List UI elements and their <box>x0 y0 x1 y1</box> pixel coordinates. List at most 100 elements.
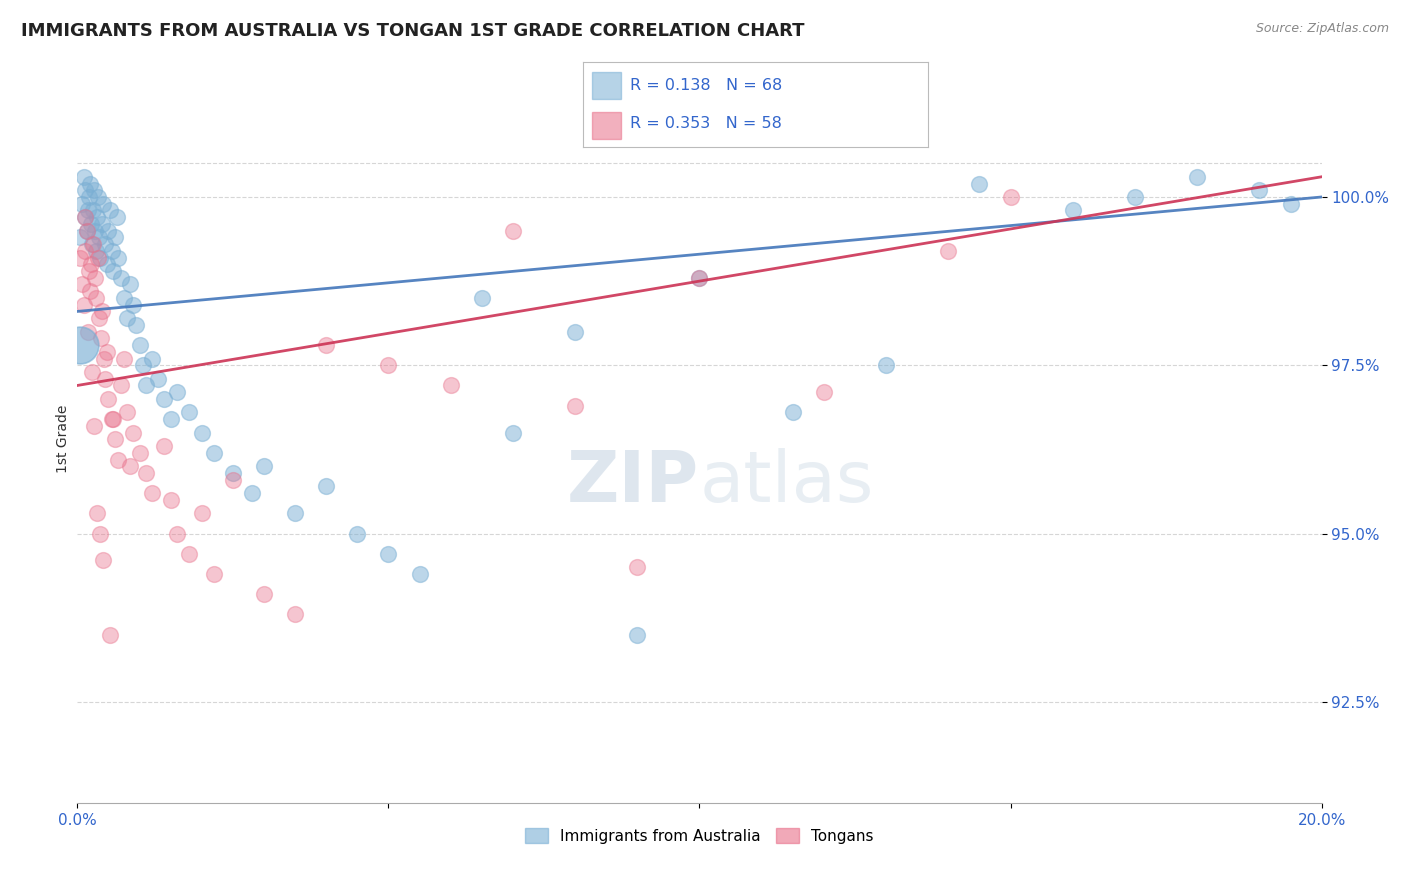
Point <box>969 177 991 191</box>
Point <box>1279 196 1302 211</box>
Point <box>86 507 108 521</box>
Point <box>104 432 127 446</box>
Point <box>93 351 115 366</box>
Point <box>936 244 959 258</box>
Point <box>76 224 98 238</box>
Point <box>97 392 120 406</box>
Point <box>626 627 648 641</box>
Point <box>107 452 129 467</box>
Point <box>87 230 110 244</box>
Point <box>875 358 897 372</box>
Point <box>69 338 91 352</box>
Point <box>103 264 125 278</box>
Point <box>96 344 118 359</box>
Point <box>112 351 135 366</box>
Point <box>79 284 101 298</box>
Point <box>564 325 586 339</box>
Point <box>179 405 201 419</box>
Point <box>77 190 100 204</box>
Point <box>104 230 127 244</box>
Point <box>1249 183 1271 197</box>
Point <box>75 210 97 224</box>
Point <box>1062 203 1084 218</box>
Point <box>284 607 307 622</box>
Point <box>408 566 430 581</box>
Point <box>83 270 105 285</box>
Text: Source: ZipAtlas.com: Source: ZipAtlas.com <box>1256 22 1389 36</box>
Point <box>166 385 188 400</box>
Point <box>112 291 135 305</box>
Point <box>222 466 245 480</box>
Point <box>77 264 100 278</box>
Point <box>91 217 114 231</box>
Point <box>502 224 524 238</box>
Bar <box>592 112 621 139</box>
Point <box>1123 190 1146 204</box>
Point <box>100 412 122 426</box>
Point <box>191 507 214 521</box>
Point <box>1000 190 1022 204</box>
Point <box>73 244 96 258</box>
Point <box>87 311 110 326</box>
Point <box>98 627 121 641</box>
Text: R = 0.353   N = 58: R = 0.353 N = 58 <box>630 116 782 131</box>
Point <box>89 251 111 265</box>
Point <box>72 169 94 184</box>
Point <box>100 244 122 258</box>
Point <box>240 486 263 500</box>
Point <box>110 270 132 285</box>
Point <box>72 196 94 211</box>
Point <box>120 277 142 292</box>
Point <box>91 304 114 318</box>
Point <box>73 183 96 197</box>
Point <box>202 566 225 581</box>
Legend: Immigrants from Australia, Tongans: Immigrants from Australia, Tongans <box>519 822 880 850</box>
Point <box>105 210 128 224</box>
Point <box>125 318 148 332</box>
Point <box>131 358 153 372</box>
Point <box>284 507 307 521</box>
Point <box>315 479 337 493</box>
Text: IMMIGRANTS FROM AUSTRALIA VS TONGAN 1ST GRADE CORRELATION CHART: IMMIGRANTS FROM AUSTRALIA VS TONGAN 1ST … <box>21 22 804 40</box>
Point <box>120 459 142 474</box>
Point <box>122 425 145 440</box>
Point <box>122 298 145 312</box>
Point <box>89 526 111 541</box>
Point <box>128 446 150 460</box>
Point <box>377 547 399 561</box>
Point <box>782 405 804 419</box>
Point <box>69 230 91 244</box>
Text: R = 0.138   N = 68: R = 0.138 N = 68 <box>630 78 782 93</box>
Point <box>96 257 118 271</box>
Point <box>79 177 101 191</box>
Point <box>115 311 138 326</box>
Text: ZIP: ZIP <box>567 449 700 517</box>
Point <box>135 466 157 480</box>
Point <box>148 372 170 386</box>
Point <box>84 291 107 305</box>
Point <box>75 210 97 224</box>
Point <box>93 196 115 211</box>
Point <box>471 291 494 305</box>
Point <box>83 418 105 433</box>
Point <box>90 331 112 345</box>
Point <box>135 378 157 392</box>
Point <box>107 251 129 265</box>
Point <box>84 244 107 258</box>
Point <box>1185 169 1208 184</box>
Point <box>80 365 103 379</box>
Point <box>98 203 121 218</box>
Point <box>253 587 276 601</box>
Point <box>439 378 461 392</box>
Text: atlas: atlas <box>700 449 875 517</box>
Point <box>97 224 120 238</box>
Point <box>77 325 100 339</box>
Point <box>346 526 368 541</box>
Point <box>153 392 176 406</box>
Point <box>153 439 176 453</box>
Point <box>72 277 94 292</box>
Point <box>689 270 711 285</box>
Point <box>87 251 110 265</box>
Point <box>689 270 711 285</box>
Point <box>813 385 835 400</box>
